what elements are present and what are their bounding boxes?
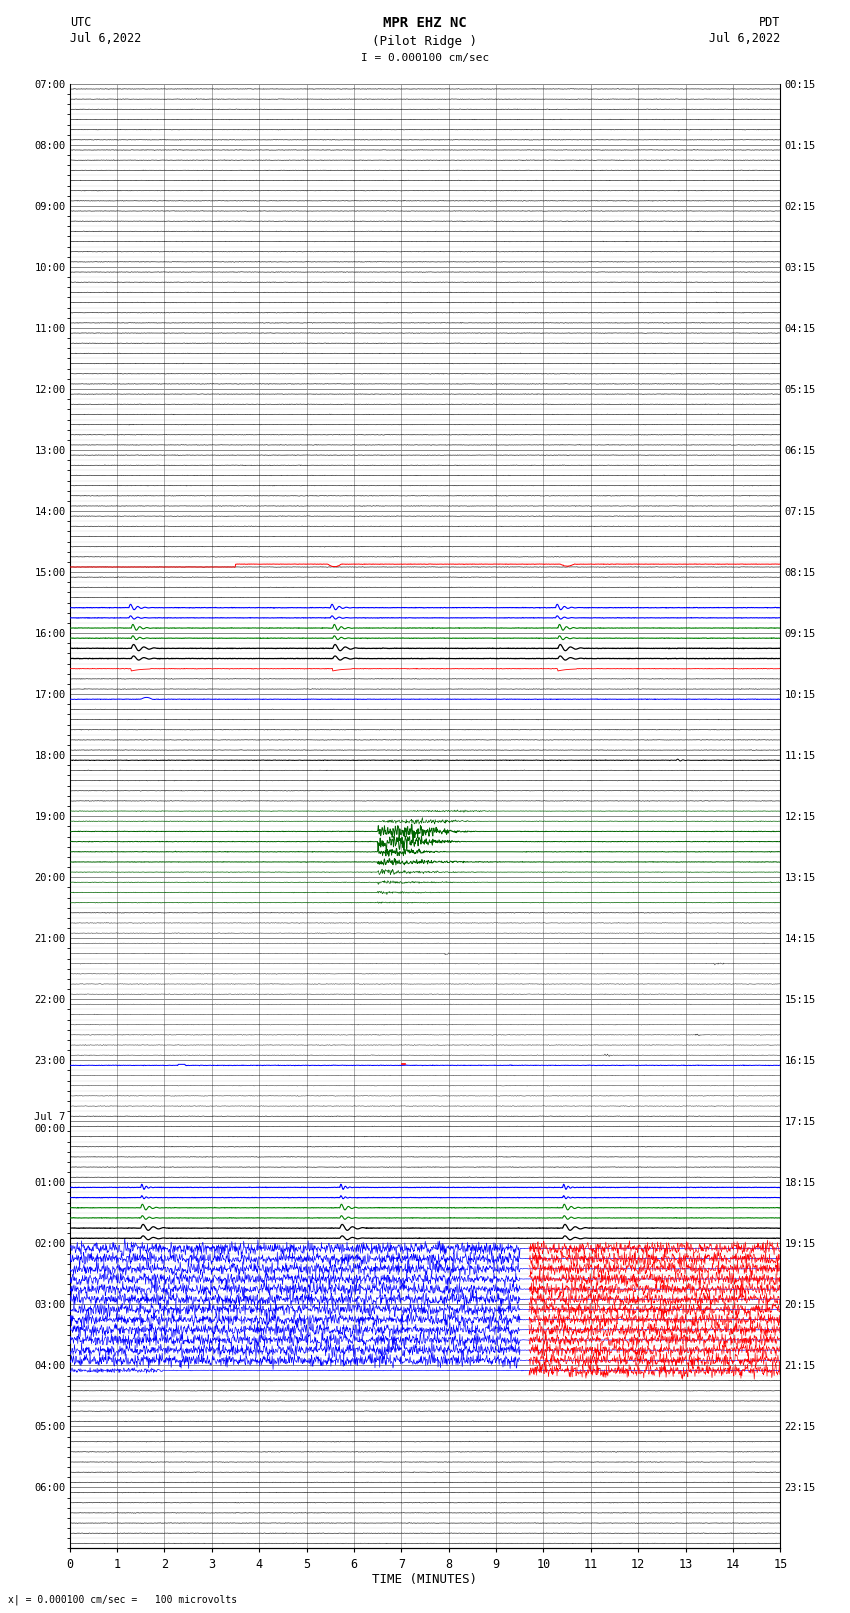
Text: MPR EHZ NC: MPR EHZ NC [383,16,467,31]
Text: I = 0.000100 cm/sec: I = 0.000100 cm/sec [361,53,489,63]
Text: UTC: UTC [70,16,91,29]
Text: Jul 6,2022: Jul 6,2022 [70,32,141,45]
X-axis label: TIME (MINUTES): TIME (MINUTES) [372,1573,478,1586]
Text: PDT: PDT [759,16,780,29]
Text: x| = 0.000100 cm/sec =   100 microvolts: x| = 0.000100 cm/sec = 100 microvolts [8,1594,238,1605]
Text: (Pilot Ridge ): (Pilot Ridge ) [372,35,478,48]
Text: Jul 6,2022: Jul 6,2022 [709,32,780,45]
